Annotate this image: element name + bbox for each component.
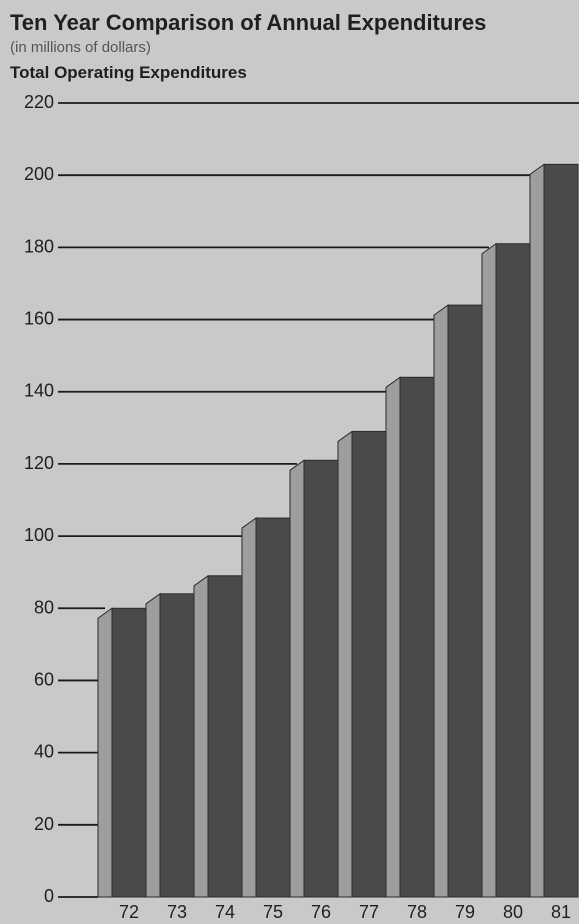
bar-side-76 xyxy=(289,459,305,898)
x-tick-label: 81 xyxy=(551,902,571,922)
bar-side-73 xyxy=(145,592,161,898)
bar-front-75 xyxy=(255,517,291,898)
y-tick-label: 100 xyxy=(24,525,54,545)
series-label: Total Operating Expenditures xyxy=(10,63,247,82)
bar-side-79 xyxy=(433,304,449,898)
bar-front-77 xyxy=(351,430,387,898)
chart-subtitle: (in millions of dollars) xyxy=(10,39,151,56)
x-tick-label: 77 xyxy=(359,902,379,922)
bar-side-74 xyxy=(193,574,209,898)
x-tick-label: 72 xyxy=(119,902,139,922)
chart-title: Ten Year Comparison of Annual Expenditur… xyxy=(10,10,486,35)
y-tick-label: 120 xyxy=(24,453,54,473)
bar-76 xyxy=(289,459,339,898)
x-tick-label: 80 xyxy=(503,902,523,922)
bar-side-80 xyxy=(481,242,497,898)
y-tick-label: 220 xyxy=(24,92,54,112)
bar-front-72 xyxy=(111,607,147,898)
bar-front-73 xyxy=(159,593,195,898)
bar-72 xyxy=(97,607,147,898)
x-tick-label: 74 xyxy=(215,902,235,922)
bar-front-78 xyxy=(399,376,435,898)
x-tick-label: 75 xyxy=(263,902,283,922)
bar-side-77 xyxy=(337,430,353,898)
bar-side-72 xyxy=(97,607,113,898)
y-tick-label: 200 xyxy=(24,164,54,184)
bar-front-81 xyxy=(543,163,579,898)
y-tick-label: 40 xyxy=(34,742,54,762)
y-tick-label: 60 xyxy=(34,669,54,689)
bar-73 xyxy=(145,592,195,898)
y-tick-label: 80 xyxy=(34,597,54,617)
x-tick-label: 78 xyxy=(407,902,427,922)
bar-side-78 xyxy=(385,376,401,898)
y-tick-label: 140 xyxy=(24,381,54,401)
bar-front-74 xyxy=(207,575,243,898)
x-ticks: 72 73 74 75 76 77 78 79 80 81 xyxy=(119,902,571,922)
y-tick-label: 160 xyxy=(24,309,54,329)
bar-front-80 xyxy=(495,243,531,898)
y-tick-label: 180 xyxy=(24,236,54,256)
gridlines xyxy=(58,102,579,898)
bar-77 xyxy=(337,430,387,898)
bars xyxy=(97,163,579,898)
y-tick-label: 0 xyxy=(44,886,54,906)
bar-79 xyxy=(433,304,483,898)
bar-74 xyxy=(193,574,243,898)
bar-80 xyxy=(481,242,531,898)
bar-81 xyxy=(529,163,579,898)
y-tick-label: 20 xyxy=(34,814,54,834)
x-tick-label: 79 xyxy=(455,902,475,922)
bar-side-81 xyxy=(529,163,545,898)
bar-side-75 xyxy=(241,517,257,898)
bar-78 xyxy=(385,376,435,898)
x-tick-label: 76 xyxy=(311,902,331,922)
bar-75 xyxy=(241,517,291,898)
bar-front-79 xyxy=(447,304,483,898)
bar-front-76 xyxy=(303,459,339,898)
x-tick-label: 73 xyxy=(167,902,187,922)
